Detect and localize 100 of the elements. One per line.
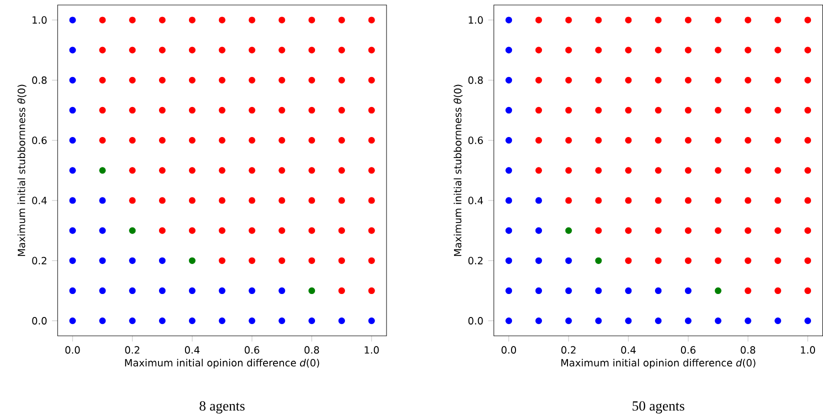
point <box>565 317 572 324</box>
y-tick-label: 0.2 <box>468 256 483 264</box>
point <box>69 287 76 294</box>
y-tick-label: 0.6 <box>32 136 47 144</box>
point <box>99 197 106 204</box>
point <box>505 76 512 84</box>
point <box>69 197 76 204</box>
point <box>565 227 572 234</box>
point <box>278 287 286 294</box>
point <box>505 136 512 144</box>
point <box>99 287 106 294</box>
x-tick-label: 0.6 <box>680 346 696 354</box>
point <box>535 287 542 294</box>
point <box>99 227 106 234</box>
point <box>248 287 256 294</box>
point <box>684 287 692 294</box>
point <box>505 227 512 234</box>
point <box>654 317 662 324</box>
point <box>505 46 512 54</box>
x-tick-label: 0.0 <box>502 346 516 354</box>
point <box>158 257 166 264</box>
x-tick-label: 0.8 <box>740 346 756 354</box>
y-tick-label: 0.8 <box>468 76 483 84</box>
y-tick-label: 0.0 <box>468 316 483 324</box>
x-tick-label: 1.0 <box>364 346 379 354</box>
point <box>218 317 226 324</box>
x-tick-label: 0.8 <box>304 346 319 354</box>
x-tick-label: 0.2 <box>561 346 576 354</box>
point <box>625 287 632 294</box>
point <box>129 317 136 324</box>
point <box>218 287 226 294</box>
point <box>535 257 542 264</box>
point <box>595 287 602 294</box>
point <box>69 136 76 144</box>
point <box>129 287 136 294</box>
point <box>505 197 512 204</box>
y-tick-label: 0.4 <box>468 196 483 204</box>
point <box>188 287 196 294</box>
point <box>308 317 316 324</box>
y-axis-title: Maximum initial stubbornness θ(0) <box>17 84 26 256</box>
point <box>565 257 572 264</box>
y-tick-label: 0.8 <box>32 76 47 84</box>
point <box>505 287 512 294</box>
point <box>69 227 76 234</box>
point <box>129 257 136 264</box>
point <box>774 317 782 324</box>
point <box>804 317 812 324</box>
point <box>99 317 106 324</box>
point <box>69 76 76 84</box>
point <box>505 257 512 264</box>
x-axis-title: Maximum initial opinion difference d(0) <box>125 358 320 368</box>
point <box>505 106 512 114</box>
point <box>129 227 136 234</box>
point <box>338 317 345 324</box>
point <box>99 257 106 264</box>
point <box>158 317 166 324</box>
y-axis-title: Maximum initial stubbornness θ(0) <box>454 84 463 256</box>
point <box>625 317 632 324</box>
point <box>248 317 256 324</box>
point <box>505 317 512 324</box>
x-axis-title: Maximum initial opinion difference d(0) <box>561 358 756 368</box>
point <box>69 257 76 264</box>
point <box>595 317 602 324</box>
point <box>535 227 542 234</box>
x-tick-label: 0.4 <box>184 346 200 354</box>
point <box>69 16 76 24</box>
point <box>535 317 542 324</box>
point <box>188 257 196 264</box>
point <box>69 317 76 324</box>
point <box>744 317 752 324</box>
x-tick-label: 0.0 <box>65 346 80 354</box>
point <box>595 257 602 264</box>
x-tick-label: 1.0 <box>800 346 816 354</box>
point <box>278 317 286 324</box>
point <box>714 317 722 324</box>
point <box>158 287 166 294</box>
point <box>654 287 662 294</box>
point <box>368 317 375 324</box>
point <box>69 166 76 174</box>
y-tick-label: 0.4 <box>32 196 47 204</box>
text: 50 agents <box>632 401 684 414</box>
point <box>505 16 512 24</box>
y-tick-label: 0.6 <box>468 136 483 144</box>
point <box>535 197 542 204</box>
point <box>308 287 316 294</box>
x-tick-label: 0.4 <box>621 346 636 354</box>
point <box>505 166 512 174</box>
y-tick-label: 0.0 <box>32 316 47 324</box>
point <box>188 317 196 324</box>
text: 8 agents <box>200 401 245 414</box>
y-tick-label: 0.2 <box>32 256 46 264</box>
point <box>69 46 76 54</box>
point <box>714 287 722 294</box>
point <box>565 287 572 294</box>
x-tick-label: 0.2 <box>125 346 140 354</box>
y-tick-label: 1.0 <box>32 16 47 24</box>
point <box>69 106 76 114</box>
point <box>684 317 692 324</box>
x-tick-label: 0.6 <box>244 346 260 354</box>
point <box>99 166 106 174</box>
